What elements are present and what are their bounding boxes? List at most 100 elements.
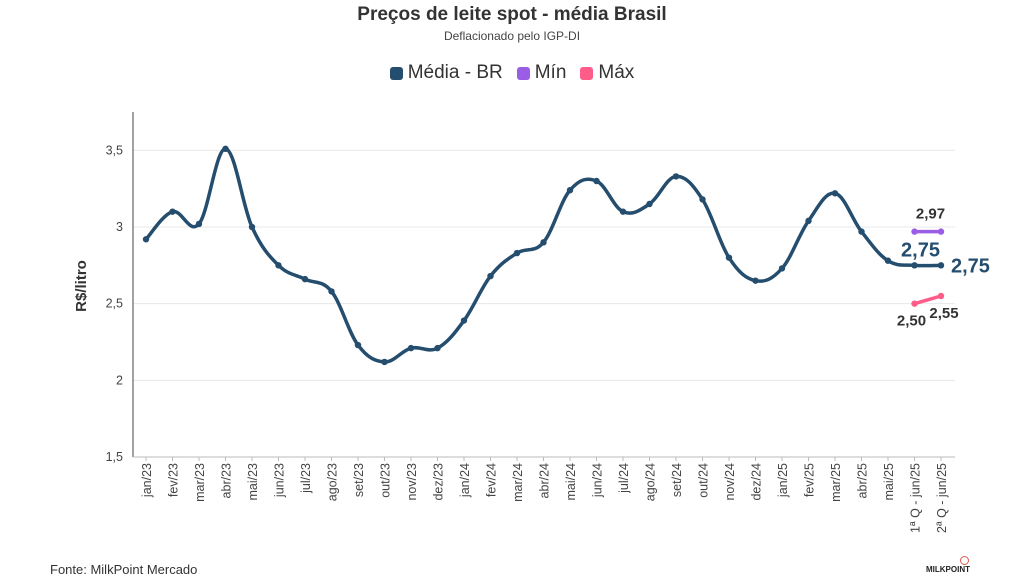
data-label: 2,97 [916, 206, 945, 223]
data-point-m-dia-br[interactable] [142, 236, 150, 243]
x-tick-label: mar/24 [511, 463, 525, 502]
data-point-m-dia-br[interactable] [407, 344, 415, 352]
x-tick-label: abr/24 [538, 463, 552, 498]
data-point-m-dia-br[interactable] [805, 217, 812, 225]
data-point-m-dia-br[interactable] [195, 220, 203, 228]
data-point-m-dia-br[interactable] [275, 262, 282, 269]
data-point-m-dia-br[interactable] [646, 200, 653, 208]
logo-text: MILKPOINT [926, 565, 970, 574]
x-tick-label: mar/23 [193, 463, 207, 502]
x-tick-label: mai/23 [246, 463, 260, 501]
series-line-m-dia-br [144, 147, 943, 364]
legend-swatch-max [580, 66, 594, 80]
legend: Média - BR Mín Máx [0, 62, 1024, 84]
x-tick-label: jul/23 [299, 463, 313, 494]
x-tick-label: mar/25 [829, 463, 843, 502]
x-tick-label: mai/25 [882, 463, 896, 501]
data-point-m-dia-br[interactable] [540, 239, 547, 246]
x-tick-label: fev/23 [167, 463, 181, 497]
chart-title: Preços de leite spot - média Brasil [357, 4, 667, 25]
x-tick-label: jan/23 [140, 463, 154, 498]
data-point-m-dia-br[interactable] [381, 358, 388, 366]
data-point-m-x[interactable] [911, 300, 918, 307]
data-point-m-dia-br[interactable] [619, 208, 627, 215]
series [142, 145, 945, 366]
grid [133, 149, 955, 381]
data-point-m-dia-br[interactable] [460, 317, 468, 324]
data-point-m-dia-br[interactable] [513, 249, 521, 257]
data-point-m-x[interactable] [937, 292, 945, 300]
data-point-m-dia-br[interactable] [222, 145, 229, 152]
x-tick-label: fev/24 [485, 463, 499, 497]
logo-mark-icon [960, 556, 969, 565]
x-tick-label: abr/23 [220, 463, 234, 498]
x-tick-label: dez/24 [750, 463, 764, 501]
legend-item-min[interactable]: Mín [516, 62, 567, 84]
data-point-m-dia-br[interactable] [566, 187, 574, 194]
data-label: 2,50 [897, 313, 926, 330]
legend-item-max[interactable]: Máx [580, 62, 634, 84]
x-tick-label: nov/24 [723, 463, 737, 501]
legend-item-media[interactable]: Média - BR [389, 62, 503, 84]
y-tick-label: 3,5 [106, 143, 123, 157]
y-tick-label: 3 [116, 220, 123, 234]
data-label: 2,75 [901, 239, 940, 261]
x-tick-label: ago/24 [644, 463, 658, 501]
data-point-m-dia-br[interactable] [328, 288, 335, 295]
legend-label-min: Mín [534, 62, 567, 83]
data-point-m-dia-br[interactable] [937, 262, 945, 269]
data-point-m-dia-br[interactable] [831, 190, 839, 197]
legend-label-max: Máx [598, 62, 635, 83]
data-point-m-dia-br[interactable] [778, 265, 786, 272]
data-point-m-dia-br[interactable] [672, 173, 680, 180]
data-point-m-n[interactable] [937, 228, 945, 235]
data-point-m-dia-br[interactable] [248, 223, 256, 231]
y-tick-label: 2,5 [106, 297, 123, 311]
x-tick-label: set/23 [352, 463, 366, 497]
y-axis-label: R$/litro [73, 260, 90, 312]
x-tick-label: set/24 [670, 463, 684, 497]
data-point-m-dia-br[interactable] [301, 275, 309, 283]
x-tick-label: abr/25 [856, 463, 870, 498]
x-tick-label: 2ª Q - jun/25 [935, 463, 949, 533]
x-tick-label: jun/24 [591, 463, 605, 498]
data-label: 2,75 [951, 255, 990, 277]
data-point-m-dia-br[interactable] [699, 196, 706, 203]
milkpoint-logo: MILKPOINT [926, 556, 974, 582]
data-point-m-dia-br[interactable] [593, 177, 600, 185]
y-ticks: 1,5 2 2,5 3 3,5 [106, 143, 123, 464]
data-point-m-dia-br[interactable] [487, 272, 494, 280]
x-tick-label: out/23 [379, 463, 393, 498]
data-point-m-dia-br[interactable] [354, 341, 362, 349]
x-tick-label: 1ª Q - jun/25 [909, 463, 923, 533]
x-tick-label: jul/24 [617, 463, 631, 494]
data-point-m-dia-br[interactable] [858, 228, 865, 235]
data-point-m-dia-br[interactable] [752, 277, 759, 284]
data-point-m-dia-br[interactable] [725, 254, 733, 261]
data-point-m-dia-br[interactable] [169, 208, 176, 215]
y-tick-label: 2 [116, 373, 123, 387]
data-label: 2,55 [929, 305, 958, 322]
annotations: 2,97 2,75 2,75 2,50 2,55 [897, 206, 990, 330]
y-tick-label: 1,5 [106, 450, 123, 464]
x-tick-label: ago/23 [326, 463, 340, 501]
series-line-m-x [912, 294, 943, 306]
x-tick-label: jan/25 [776, 463, 790, 498]
data-point-m-n[interactable] [911, 228, 918, 235]
x-tick-label: mai/24 [564, 463, 578, 501]
source-note: Fonte: MilkPoint Mercado [50, 562, 198, 577]
legend-label-media: Média - BR [407, 62, 503, 83]
x-ticks: jan/23 fev/23 mar/23 abr/23 mai/23 jun/23 jul/… [140, 457, 949, 533]
x-tick-label: jun/23 [273, 463, 287, 498]
data-point-m-dia-br[interactable] [434, 344, 441, 352]
axes: R$/litro [73, 112, 955, 458]
x-tick-label: dez/23 [432, 463, 446, 501]
legend-swatch-media [389, 66, 403, 80]
data-point-m-dia-br[interactable] [911, 262, 918, 269]
chart-subtitle: Deflacionado pelo IGP-DI [443, 29, 581, 43]
x-tick-label: fev/25 [803, 463, 817, 497]
data-point-m-dia-br[interactable] [884, 257, 892, 264]
x-tick-label: nov/23 [405, 463, 419, 501]
legend-swatch-min [516, 66, 530, 80]
